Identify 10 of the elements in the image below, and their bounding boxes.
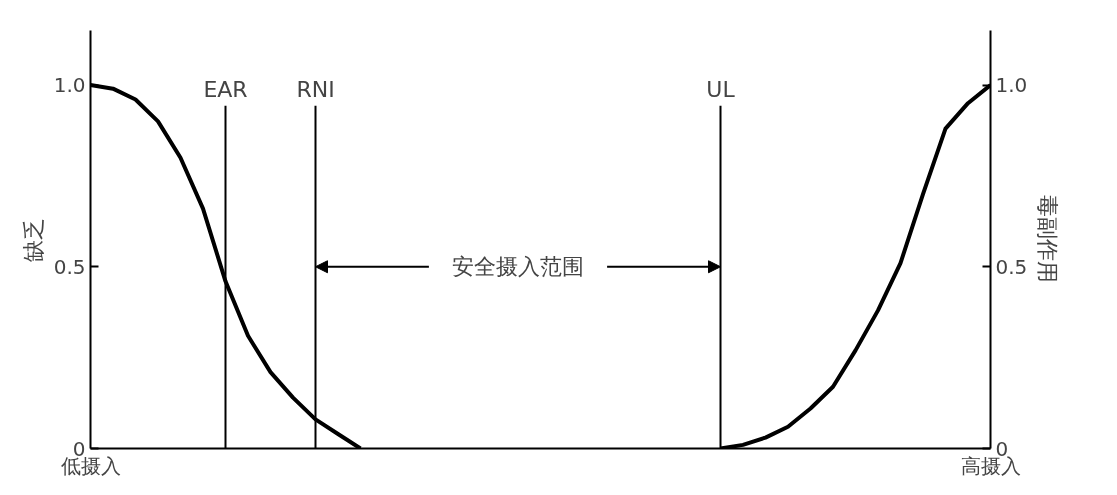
y2-tick-label: 1.0: [995, 73, 1028, 98]
y-tick-label: 1.0: [53, 73, 86, 98]
x-tick-label: UL: [706, 76, 736, 102]
x-tick-label: RNI: [296, 76, 335, 102]
y2-tick-label: 0.5: [995, 254, 1028, 279]
annotation: 安全摄入范围: [452, 254, 584, 280]
y2-axis-title: 毒副作用: [1035, 195, 1061, 284]
x-tick-label: EAR: [203, 76, 248, 102]
y-axis-title: 缺乏: [20, 217, 46, 262]
y-tick-label: 0.5: [53, 254, 86, 279]
